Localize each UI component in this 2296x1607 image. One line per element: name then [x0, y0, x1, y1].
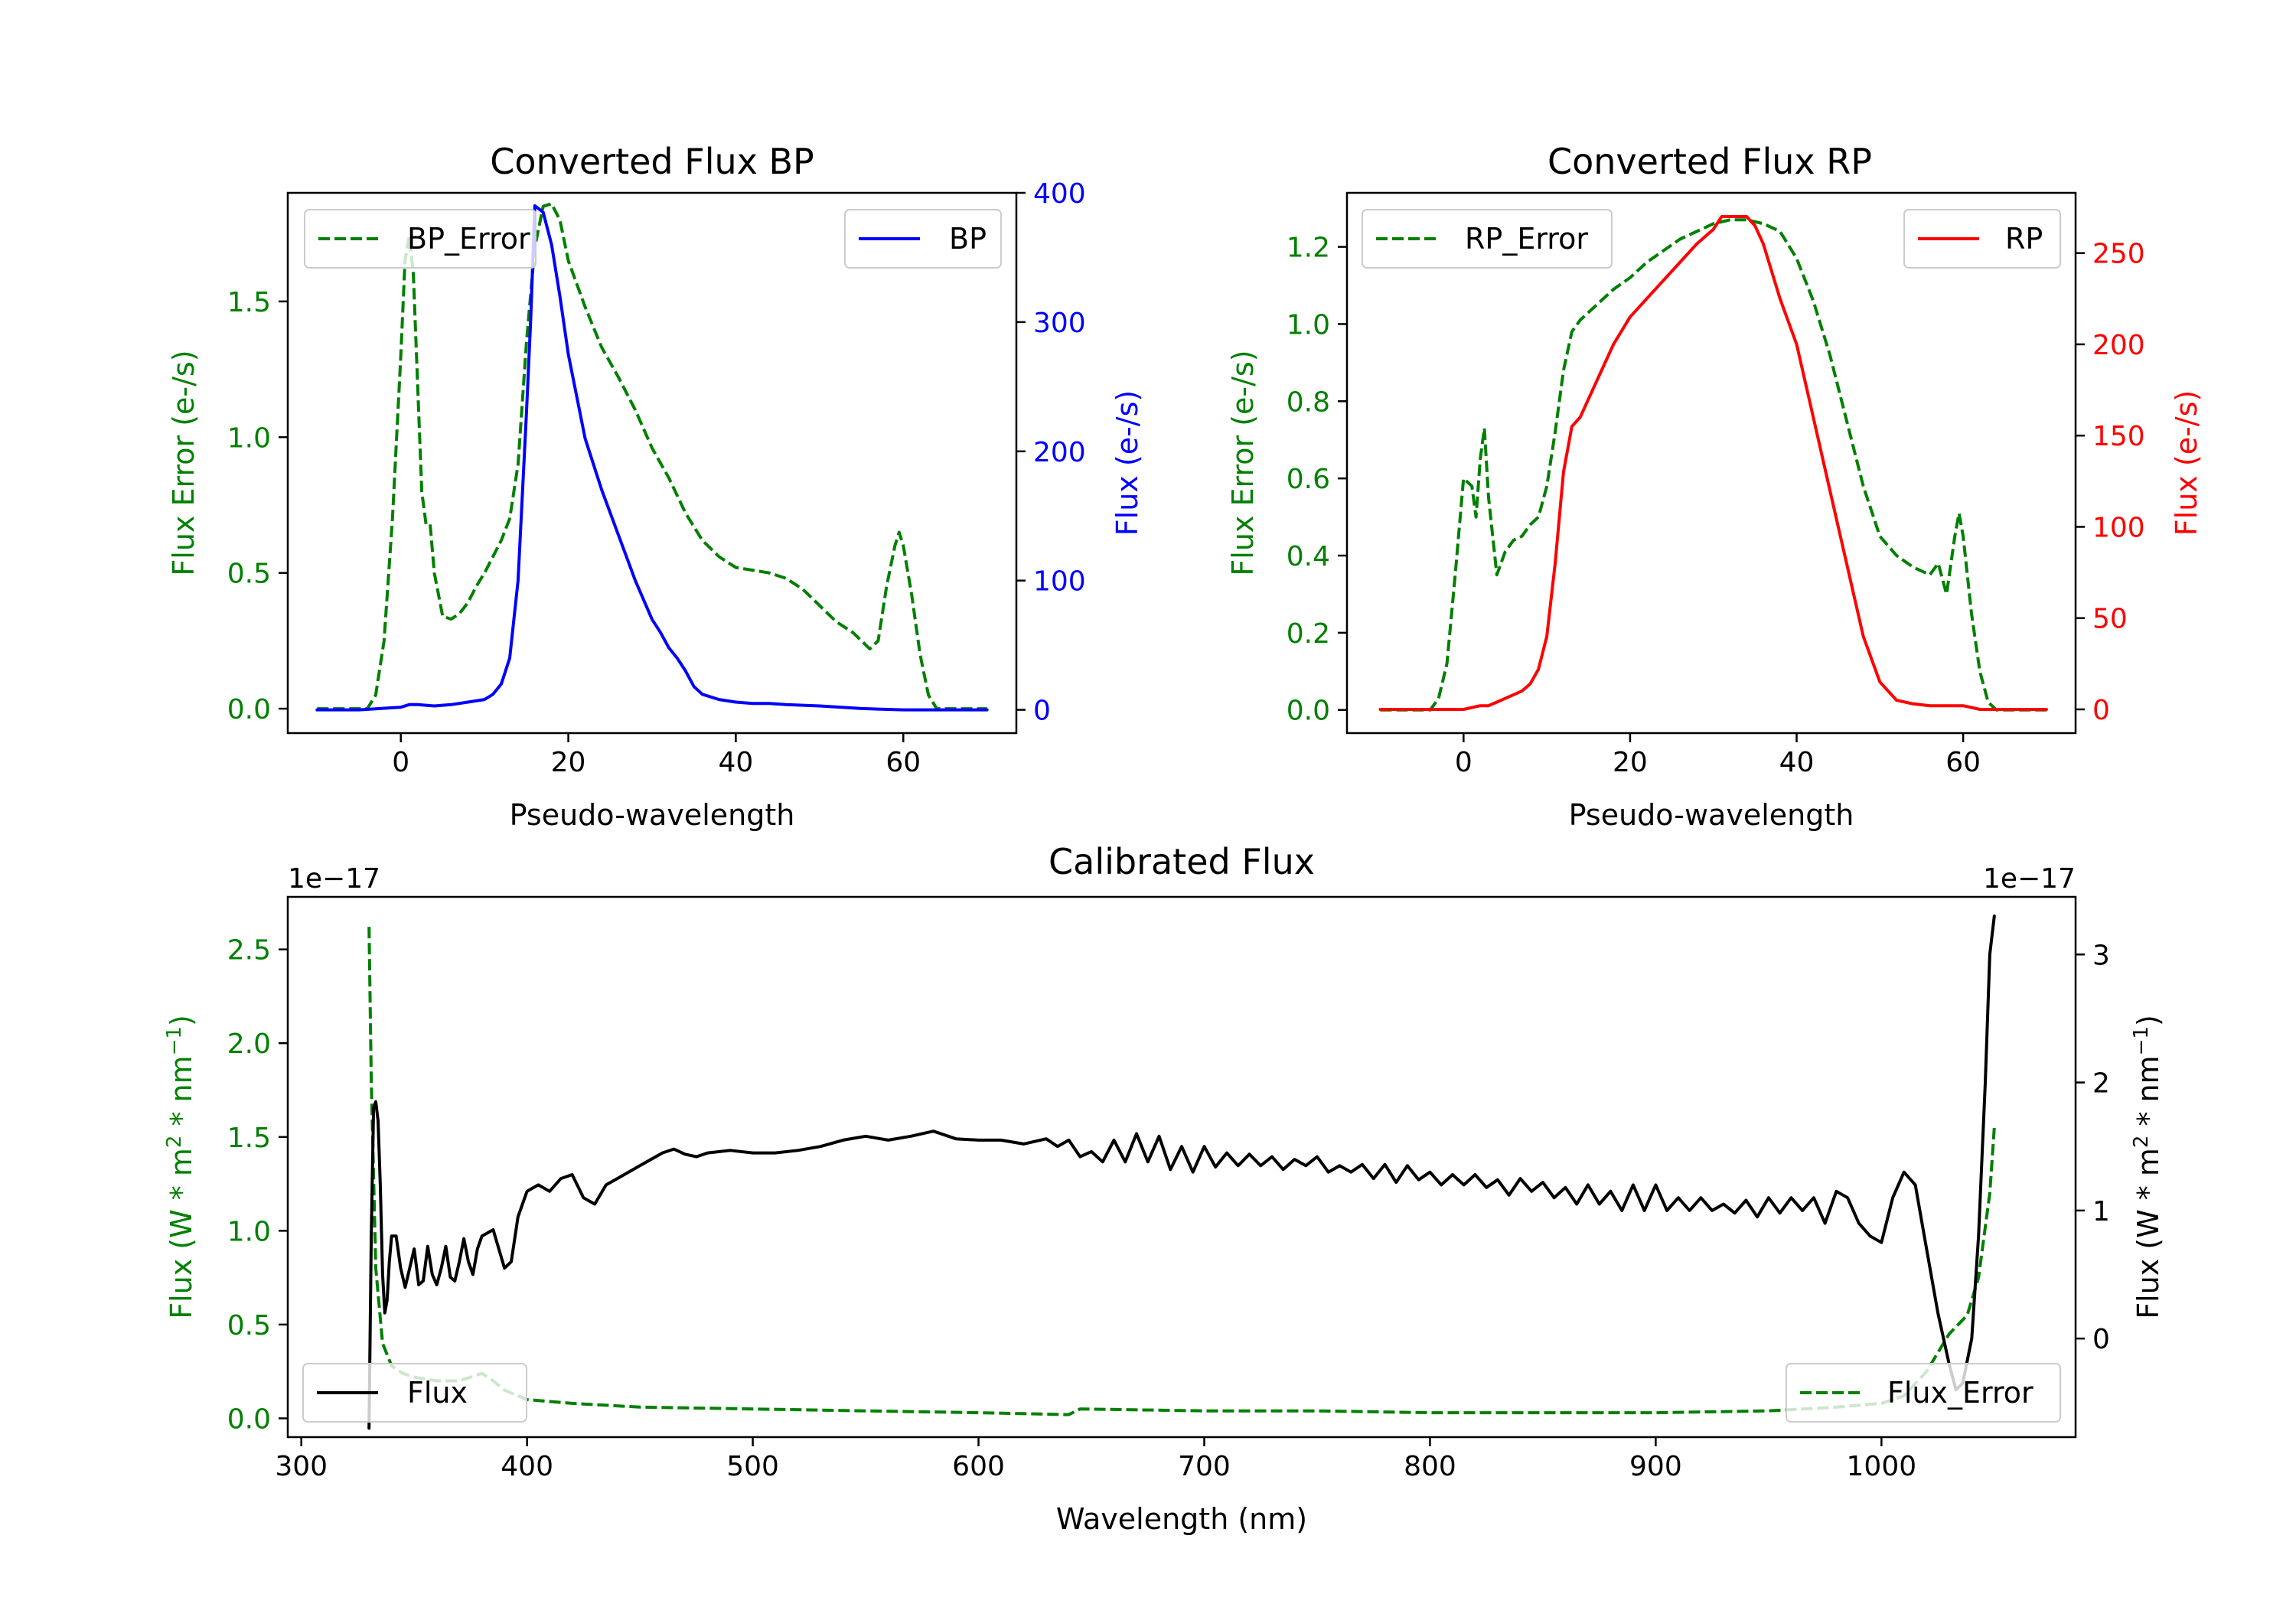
cal-ytick-left-label: 2.0 — [227, 1028, 271, 1060]
rp-ytick-left-label: 0.4 — [1287, 541, 1330, 572]
rp-legend-error-label: RP_Error — [1465, 222, 1588, 256]
bp-ytick-left-label: 0.5 — [227, 559, 271, 590]
rp-ylabel-right: Flux (e-/s) — [2170, 390, 2203, 536]
bp-ytick-left-label: 0.0 — [227, 694, 271, 725]
calibrated-legend-flux: Flux — [302, 1363, 527, 1423]
rp-ticks: 0 20 40 60 0.0 0.2 0.4 0.6 0.8 1.0 1.2 0 50 100 150 200… — [1287, 233, 2145, 778]
bp-legend-error: BP_Error — [304, 209, 536, 269]
calibrated-axes-frame — [286, 895, 2077, 1439]
bp-ylabel-right: Flux (e-/s) — [1110, 390, 1144, 536]
rp-xtick-label: 60 — [1945, 747, 1981, 778]
bp-xtick-label: 0 — [392, 747, 409, 778]
bp-series-bp — [315, 204, 989, 712]
rp-series-rp — [1378, 215, 2048, 711]
bp-legend-flux-label: BP — [949, 222, 987, 256]
rp-legend-flux-label: RP — [2005, 222, 2043, 256]
bp-xtick-label: 20 — [551, 747, 586, 778]
rp-legend-error: RP_Error — [1362, 209, 1613, 269]
bp-ytick-left-label: 1.0 — [227, 422, 271, 454]
bp-ytick-right-label: 100 — [1033, 566, 1086, 598]
rp-ytick-left-label: 0.0 — [1287, 696, 1330, 727]
rp-ytick-right-label: 100 — [2092, 512, 2145, 543]
bp-series-bp-error — [317, 202, 987, 711]
bp-ytick-right-label: 300 — [1033, 308, 1086, 339]
cal-xtick-label: 400 — [501, 1451, 553, 1482]
bp-ylabel-left: Flux Error (e-/s) — [167, 350, 201, 575]
calibrated-ylabel-left: Flux (W * m2 * nm−1) — [163, 1015, 198, 1319]
cal-xtick-label: 800 — [1404, 1451, 1456, 1482]
bp-plot-area — [315, 202, 989, 712]
cal-xtick-label: 300 — [275, 1451, 328, 1482]
calibrated-offset-right: 1e−17 — [1983, 863, 2076, 895]
calibrated-offset-left: 1e−17 — [288, 863, 380, 895]
bp-title: Converted Flux BP — [490, 141, 814, 182]
rp-ytick-right-label: 0 — [2092, 695, 2110, 726]
rp-ytick-right-label: 250 — [2092, 239, 2145, 270]
rp-ytick-right-label: 150 — [2092, 421, 2145, 452]
cal-ytick-right-label: 3 — [2092, 940, 2110, 971]
cal-xtick-label: 600 — [952, 1451, 1005, 1482]
cal-xtick-label: 500 — [726, 1451, 779, 1482]
cal-ytick-right-label: 2 — [2092, 1068, 2110, 1100]
rp-title: Converted Flux RP — [1548, 141, 1872, 182]
cal-xtick-label: 1000 — [1847, 1451, 1917, 1482]
rp-series-rp-error — [1380, 218, 2047, 712]
rp-plot-area — [1378, 215, 2048, 712]
cal-ytick-right-label: 1 — [2092, 1196, 2110, 1227]
cal-ytick-left-label: 0.5 — [227, 1310, 271, 1341]
calibrated-title: Calibrated Flux — [1049, 841, 1315, 882]
bp-ytick-right-label: 0 — [1033, 696, 1051, 727]
rp-ytick-right-label: 200 — [2092, 330, 2145, 361]
rp-xtick-label: 20 — [1613, 747, 1648, 778]
rp-axes-frame — [1345, 191, 2077, 735]
rp-legend-flux: RP — [1903, 209, 2061, 269]
rp-xlabel: Pseudo-wavelength — [1569, 798, 1854, 832]
cal-xtick-label: 700 — [1178, 1451, 1231, 1482]
rp-ytick-right-label: 50 — [2092, 604, 2128, 635]
calibrated-plot-area — [367, 914, 1996, 1430]
bp-ytick-right-label: 200 — [1033, 437, 1086, 468]
bp-legend-flux: BP — [844, 209, 1002, 269]
calibrated-legend-error-label: Flux_Error — [1887, 1376, 2033, 1410]
bp-ticks: 0 20 40 60 0.0 0.5 1.0 1.5 0 100 200 300 400 — [227, 178, 1086, 778]
calibrated-xlabel: Wavelength (nm) — [1056, 1502, 1307, 1536]
cal-xtick-label: 900 — [1629, 1451, 1682, 1482]
bp-panel: Converted Flux BP 0 20 40 60 0.0 0.5 1.0 1.5 0 10… — [167, 141, 1144, 832]
calibrated-legend-error: Flux_Error — [1786, 1363, 2061, 1423]
cal-ytick-left-label: 0.0 — [227, 1403, 271, 1435]
rp-xtick-label: 40 — [1779, 747, 1815, 778]
bp-ytick-left-label: 1.5 — [227, 287, 271, 318]
bp-ytick-right-label: 400 — [1033, 178, 1086, 210]
cal-ytick-right-label: 0 — [2092, 1324, 2110, 1355]
bp-xlabel: Pseudo-wavelength — [510, 798, 795, 832]
rp-ylabel-left: Flux Error (e-/s) — [1226, 350, 1260, 575]
rp-ytick-left-label: 1.2 — [1287, 233, 1330, 264]
rp-xtick-label: 0 — [1455, 747, 1473, 778]
cal-series-flux — [367, 914, 1996, 1430]
bp-axes-frame — [286, 191, 1018, 735]
rp-panel: Converted Flux RP 0 20 40 60 0.0 0.2 0.4 0.6 0.8… — [1226, 141, 2203, 832]
cal-series-flux-error — [367, 927, 1996, 1416]
cal-ytick-left-label: 2.5 — [227, 935, 271, 966]
cal-ytick-left-label: 1.5 — [227, 1123, 271, 1154]
calibrated-ticks: 300 400 500 600 700 800 900 1000 0.0 0.5 1.0 1.5 2.0… — [227, 935, 2110, 1482]
bp-xtick-label: 40 — [719, 747, 754, 778]
rp-ytick-left-label: 1.0 — [1287, 309, 1330, 341]
rp-ytick-left-label: 0.2 — [1287, 618, 1330, 650]
bp-legend-error-label: BP_Error — [407, 222, 530, 256]
calibrated-legend-flux-label: Flux — [407, 1376, 468, 1410]
calibrated-ylabel-right: Flux (W * m2 * nm−1) — [2130, 1015, 2165, 1319]
cal-ytick-left-label: 1.0 — [227, 1216, 271, 1247]
calibrated-panel: Calibrated Flux 1e−17 1e−17 300 400 500 600… — [163, 841, 2165, 1536]
rp-ytick-left-label: 0.8 — [1287, 386, 1330, 418]
bp-xtick-label: 60 — [885, 747, 921, 778]
rp-ytick-left-label: 0.6 — [1287, 464, 1330, 495]
